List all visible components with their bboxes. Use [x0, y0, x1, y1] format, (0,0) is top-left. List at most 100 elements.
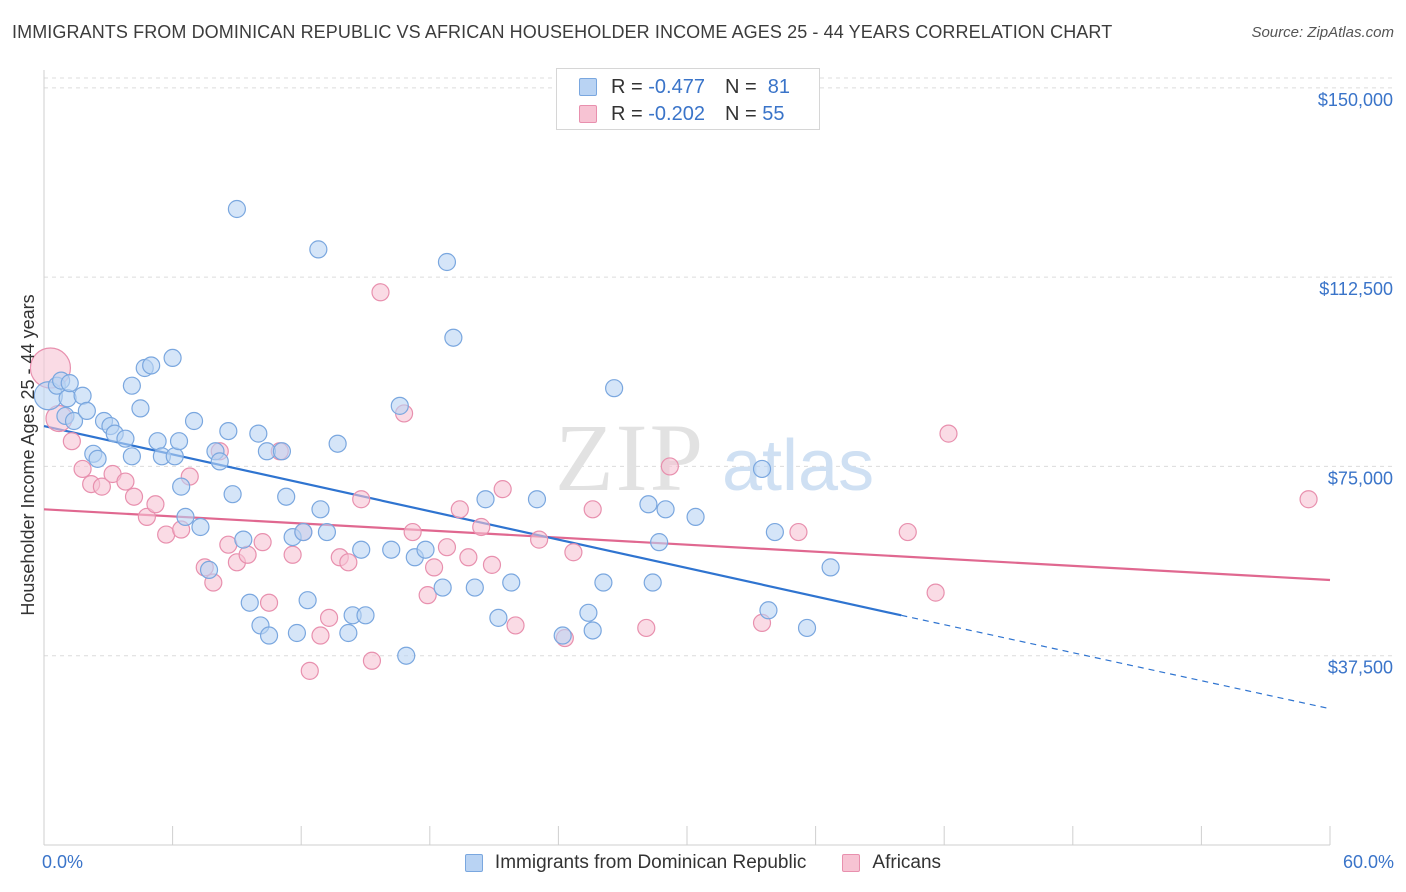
dominican-point: [433, 578, 452, 597]
dominican-point: [594, 573, 613, 592]
africans-point: [319, 608, 339, 627]
africans-point: [530, 530, 549, 549]
africans-point: [898, 522, 917, 542]
africans-point: [137, 507, 156, 527]
legend-row-africans: R = -0.202 N = 55: [579, 102, 784, 126]
x-axis-min-label: 0.0%: [42, 852, 84, 872]
africans-point: [311, 626, 330, 645]
dominican-point: [759, 601, 778, 620]
trend-lines: [43, 424, 1331, 710]
dominican-trend-line: [43, 424, 902, 617]
africans-point: [238, 545, 257, 564]
dominican-point: [163, 348, 182, 368]
dominican-point: [249, 424, 268, 443]
legend-item-africans: Africans: [842, 852, 941, 874]
dominican-point: [64, 411, 84, 431]
africans-point: [1299, 490, 1318, 509]
legend-item-dominican: Immigrants from Dominican Republic: [464, 852, 806, 874]
axes: [43, 70, 1331, 846]
legend-swatch-pink: [842, 854, 861, 872]
dominican-point: [397, 646, 416, 665]
africans-point: [116, 472, 135, 491]
dominican-trend-extension: [901, 614, 1331, 710]
dominican-point: [142, 356, 161, 375]
africans-point: [283, 545, 302, 564]
dominican-point: [583, 621, 602, 640]
dominican-point: [240, 593, 259, 612]
dominican-point: [116, 429, 135, 448]
dominican-point: [553, 626, 572, 645]
legend-n-value: 81: [767, 75, 791, 98]
dominican-point: [60, 374, 79, 393]
dominican-point: [643, 573, 662, 592]
watermark-atlas: atlas: [722, 426, 874, 506]
africans-point: [62, 432, 81, 451]
legend-r-label: R =: [611, 102, 643, 125]
dominican-point: [328, 434, 347, 453]
africans-point: [660, 457, 679, 476]
dominican-point: [821, 558, 840, 577]
legend-swatch-pink: [579, 105, 597, 123]
correlation-legend: R = -0.477 N = 81 R = -0.202 N = 55: [556, 68, 820, 130]
dominican-point: [234, 530, 253, 549]
africans-point: [437, 538, 457, 557]
dominican-point: [148, 432, 167, 451]
x-axis-max-label: 60.0%: [1342, 852, 1394, 872]
dominican-point: [311, 500, 330, 519]
dominican-point: [122, 447, 141, 466]
dominican-points: [33, 199, 840, 665]
legend-swatch-blue: [579, 78, 597, 96]
africans-point: [403, 522, 422, 542]
dominican-point: [210, 452, 229, 471]
africans-point: [424, 558, 444, 577]
legend-label-africans: Africans: [872, 852, 942, 873]
africans-point: [506, 616, 525, 635]
dominican-point: [797, 618, 817, 638]
dominican-point: [287, 623, 307, 643]
legend-r-value: -0.202: [648, 102, 705, 125]
africans-point: [450, 500, 469, 519]
dominican-point: [339, 623, 358, 643]
africans-point: [352, 490, 371, 509]
africans-point: [583, 500, 602, 519]
dominican-point: [259, 626, 279, 645]
y-tick-label: $75,000: [1328, 468, 1393, 488]
africans-point: [789, 522, 808, 542]
dominican-point: [489, 608, 508, 627]
legend-swatch-blue: [464, 854, 483, 872]
dominican-point: [416, 540, 435, 559]
watermark-zip: ZIP: [555, 404, 705, 511]
africans-point: [482, 555, 502, 574]
dominican-point: [686, 507, 705, 527]
africans-point: [493, 480, 512, 499]
dominican-point: [58, 389, 77, 408]
africans-point: [362, 651, 382, 670]
legend-r-label: R =: [611, 75, 643, 98]
legend-row-dominican: R = -0.477 N = 81: [579, 75, 790, 99]
dominican-point: [272, 442, 292, 461]
dominican-point: [752, 459, 772, 479]
dominican-point: [88, 449, 107, 468]
dominican-point: [352, 540, 371, 559]
legend-r-value: -0.477: [648, 75, 705, 98]
dominican-point: [444, 328, 463, 347]
dominican-point: [502, 573, 521, 592]
dominican-point: [298, 591, 317, 610]
y-tick-label: $37,500: [1328, 658, 1393, 678]
dominican-point: [317, 522, 337, 542]
y-tick-labels: $37,500 $75,000 $112,500 $150,000: [1318, 90, 1393, 678]
africans-point: [371, 283, 390, 302]
dominican-point: [184, 411, 204, 431]
dominican-point: [476, 490, 495, 509]
dominican-point: [356, 606, 375, 625]
dominican-point: [765, 522, 784, 542]
chart-title: IMMIGRANTS FROM DOMINICAN REPUBLIC VS AF…: [12, 22, 1113, 42]
dominican-point: [437, 252, 457, 272]
watermark: ZIP atlas: [555, 404, 874, 511]
africans-point: [339, 553, 358, 572]
series-legend: Immigrants from Dominican Republic Afric…: [0, 852, 1406, 874]
dominican-point: [223, 485, 242, 504]
dominican-point: [227, 199, 246, 219]
dominican-point: [650, 533, 669, 552]
africans-points: [29, 283, 1318, 680]
